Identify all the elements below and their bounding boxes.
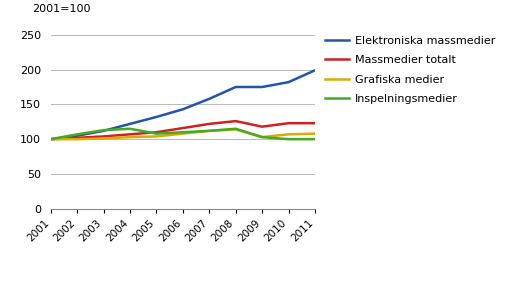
Inspelningsmedier xyxy=(285,137,292,141)
Inspelningsmedier xyxy=(153,132,160,135)
Elektroniska massmedier xyxy=(206,97,212,101)
Inspelningsmedier xyxy=(233,127,239,130)
Inspelningsmedier xyxy=(206,129,212,133)
Grafiska medier xyxy=(153,135,160,138)
Inspelningsmedier xyxy=(259,135,265,139)
Grafiska medier xyxy=(206,129,212,133)
Grafiska medier xyxy=(48,137,54,141)
Elektroniska massmedier xyxy=(180,108,186,111)
Massmedier totalt xyxy=(259,125,265,128)
Grafiska medier xyxy=(233,128,239,131)
Grafiska medier xyxy=(180,132,186,135)
Elektroniska massmedier xyxy=(312,68,318,72)
Elektroniska massmedier xyxy=(233,85,239,89)
Grafiska medier xyxy=(101,137,107,140)
Line: Massmedier totalt: Massmedier totalt xyxy=(51,121,315,139)
Grafiska medier xyxy=(259,135,265,139)
Text: 2001=100: 2001=100 xyxy=(33,4,91,14)
Inspelningsmedier xyxy=(312,137,318,141)
Massmedier totalt xyxy=(101,135,107,138)
Massmedier totalt xyxy=(74,136,80,139)
Grafiska medier xyxy=(285,133,292,136)
Massmedier totalt xyxy=(312,122,318,125)
Line: Grafiska medier: Grafiska medier xyxy=(51,129,315,139)
Elektroniska massmedier xyxy=(153,115,160,119)
Grafiska medier xyxy=(74,137,80,141)
Elektroniska massmedier xyxy=(127,122,133,126)
Line: Inspelningsmedier: Inspelningsmedier xyxy=(51,129,315,139)
Inspelningsmedier xyxy=(180,130,186,134)
Inspelningsmedier xyxy=(74,133,80,136)
Inspelningsmedier xyxy=(127,127,133,130)
Massmedier totalt xyxy=(48,137,54,141)
Elektroniska massmedier xyxy=(259,85,265,89)
Inspelningsmedier xyxy=(48,137,54,141)
Elektroniska massmedier xyxy=(101,129,107,133)
Massmedier totalt xyxy=(180,126,186,130)
Elektroniska massmedier xyxy=(285,80,292,84)
Elektroniska massmedier xyxy=(74,134,80,137)
Line: Elektroniska massmedier: Elektroniska massmedier xyxy=(51,70,315,139)
Massmedier totalt xyxy=(233,119,239,123)
Inspelningsmedier xyxy=(101,128,107,132)
Massmedier totalt xyxy=(153,130,160,134)
Massmedier totalt xyxy=(206,122,212,126)
Elektroniska massmedier xyxy=(48,137,54,141)
Massmedier totalt xyxy=(285,122,292,125)
Massmedier totalt xyxy=(127,133,133,136)
Grafiska medier xyxy=(127,135,133,139)
Grafiska medier xyxy=(312,132,318,135)
Legend: Elektroniska massmedier, Massmedier totalt, Grafiska medier, Inspelningsmedier: Elektroniska massmedier, Massmedier tota… xyxy=(320,31,499,108)
